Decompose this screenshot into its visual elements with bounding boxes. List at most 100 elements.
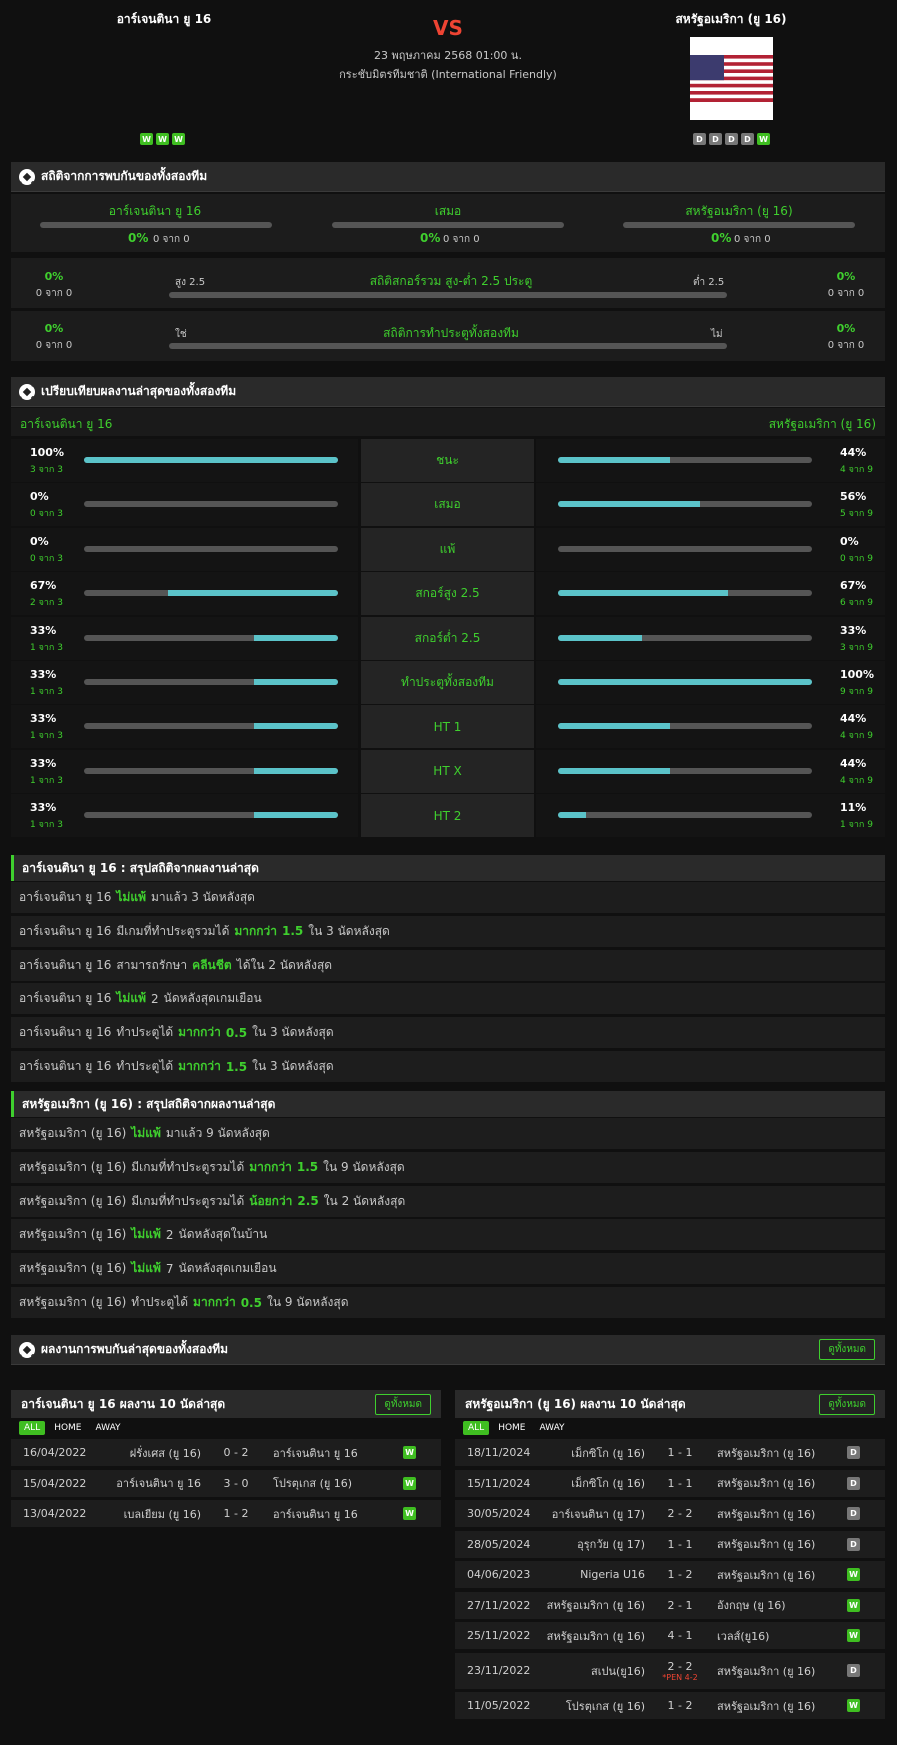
btts-right-pct: 0% bbox=[836, 322, 856, 335]
left-bar-fill bbox=[254, 767, 338, 774]
match-away-team[interactable]: สหรัฐอเมริกา (ยู 16) bbox=[717, 1507, 816, 1521]
match-row[interactable]: 30/05/2024 อาร์เจนตินา (ยู 17) 2 - 2 สหรัฐอ… bbox=[455, 1500, 885, 1527]
match-row[interactable]: 25/11/2022 สหรัฐอเมริกา (ยู 16) 4 - 1 เวลส์… bbox=[455, 1622, 885, 1649]
match-row[interactable]: 18/11/2024 เม็กซิโก (ยู 16) 1 - 1 สหรัฐอเมร… bbox=[455, 1439, 885, 1466]
match-row[interactable]: 13/04/2022 เบลเยียม (ยู 16) 1 - 2 อาร์เจนติ… bbox=[11, 1500, 441, 1527]
tab-away[interactable]: AWAY bbox=[95, 1423, 121, 1433]
compare-label: ชนะ bbox=[361, 439, 534, 482]
match-away-team[interactable]: สหรัฐอเมริกา (ยู 16) bbox=[717, 1568, 816, 1582]
tab-all[interactable]: ALL bbox=[19, 1421, 46, 1435]
form-badge: W bbox=[140, 133, 153, 145]
compare-right-cell: 44% 4 จาก 9 bbox=[536, 439, 885, 482]
h2h-view-all-button[interactable]: ดูทั้งหมด bbox=[819, 1339, 875, 1360]
left-of: 0 จาก 3 bbox=[30, 509, 63, 520]
right-bar bbox=[558, 812, 812, 819]
match-datetime: 23 พฤษภาคม 2568 01:00 น. bbox=[374, 49, 522, 62]
btts-title: สถิติการทำประตูทั้งสองทีม bbox=[383, 326, 519, 340]
result-badge: W bbox=[403, 1446, 416, 1459]
match-away-team[interactable]: สหรัฐอเมริกา (ยู 16) bbox=[717, 1699, 816, 1713]
tab-all[interactable]: ALL bbox=[463, 1421, 490, 1435]
result-badge: W bbox=[847, 1699, 860, 1712]
summary-text: ได้ใน 2 นัดหลังสุด bbox=[236, 957, 333, 972]
match-away-team[interactable]: สหรัฐอเมริกา (ยู 16) bbox=[717, 1664, 816, 1678]
right-bar bbox=[558, 545, 812, 552]
match-row[interactable]: 11/05/2022 โปรตุเกส (ยู 16) 1 - 2 สหรัฐอเมร… bbox=[455, 1692, 885, 1719]
match-away-team[interactable]: โปรตุเกส (ยู 16) bbox=[273, 1477, 353, 1490]
match-header: อาร์เจนตินา ยู 16 VS 23 พฤษภาคม 2568 01:… bbox=[0, 0, 897, 150]
right-of: 1 จาก 9 bbox=[840, 820, 873, 831]
compare-right-cell: 56% 5 จาก 9 bbox=[536, 483, 885, 527]
match-row[interactable]: 15/11/2024 เม็กซิโก (ยู 16) 1 - 1 สหรัฐอเมร… bbox=[455, 1469, 885, 1497]
home-view-all-button[interactable]: ดูทั้งหมด bbox=[375, 1394, 431, 1415]
summary-text: 2 bbox=[165, 1227, 174, 1242]
match-away-team[interactable]: อาร์เจนตินา ยู 16 bbox=[273, 1507, 358, 1521]
match-home-team[interactable]: อุรุกวัย (ยู 17) bbox=[577, 1538, 645, 1551]
match-home-team[interactable]: เบลเยียม (ยู 16) bbox=[123, 1507, 201, 1521]
tab-home[interactable]: HOME bbox=[54, 1423, 82, 1433]
compare-header: เปรียบเทียบผลงานล่าสุดของทั้งสองทีม bbox=[11, 377, 885, 407]
away-team-flag bbox=[690, 37, 773, 120]
ou-right-pct: 0% bbox=[836, 270, 856, 283]
match-away-team[interactable]: เวลส์(ยู16) bbox=[717, 1629, 770, 1643]
highlight-text: ไม่แพ้ bbox=[116, 991, 146, 1006]
right-of: 6 จาก 9 bbox=[840, 598, 873, 609]
left-of: 1 จาก 3 bbox=[30, 642, 63, 653]
match-home-team[interactable]: Nigeria U16 bbox=[580, 1568, 645, 1581]
right-bar-fill bbox=[558, 634, 642, 641]
compare-label: เสมอ bbox=[361, 483, 534, 527]
match-home-team[interactable]: เม็กซิโก (ยู 16) bbox=[571, 1446, 645, 1460]
competition-name[interactable]: กระชับมิตรทีมชาติ (International Friendl… bbox=[339, 68, 557, 81]
away-view-all-button[interactable]: ดูทั้งหมด bbox=[819, 1394, 875, 1415]
btts-yes-label: ใช่ bbox=[175, 329, 187, 340]
h2h-result-panel: อาร์เจนตินา ยู 16 0% 0 จาก 0 เสมอ 0% 0 จ… bbox=[11, 194, 885, 252]
summary-row: อาร์เจนตินา ยู 16 ทำประตูได้ มากกว่า 1.5 ใน … bbox=[11, 1051, 885, 1082]
match-score-cell: 3 - 0 bbox=[211, 1470, 261, 1497]
match-row[interactable]: 28/05/2024 อุรุกวัย (ยู 17) 1 - 1 สหรัฐอเมร… bbox=[455, 1530, 885, 1558]
match-home-team[interactable]: อาร์เจนตินา (ยู 17) bbox=[551, 1507, 645, 1521]
match-away-team[interactable]: อาร์เจนตินา ยู 16 bbox=[273, 1446, 358, 1460]
summary-text: อาร์เจนตินา ยู 16 bbox=[19, 991, 112, 1006]
home-filter-tabs: ALL HOME AWAY bbox=[19, 1421, 126, 1435]
home-team-name[interactable]: อาร์เจนตินา ยู 16 bbox=[116, 12, 212, 26]
compare-label: HT 1 bbox=[361, 705, 534, 749]
result-badge: D bbox=[847, 1507, 860, 1520]
match-score-cell: 1 - 2 bbox=[655, 1561, 705, 1588]
match-home-team[interactable]: สหรัฐอเมริกา (ยู 16) bbox=[546, 1629, 645, 1643]
left-bar-fill bbox=[254, 679, 338, 685]
match-home-team[interactable]: อาร์เจนตินา ยู 16 bbox=[116, 1477, 201, 1490]
match-home-team[interactable]: สหรัฐอเมริกา (ยู 16) bbox=[546, 1599, 645, 1612]
match-away-team[interactable]: สหรัฐอเมริกา (ยู 16) bbox=[717, 1446, 816, 1460]
match-home-team[interactable]: โปรตุเกส (ยู 16) bbox=[565, 1699, 645, 1713]
right-pct: 67% bbox=[840, 579, 867, 593]
result-badge: D bbox=[847, 1664, 860, 1677]
match-row[interactable]: 27/11/2022 สหรัฐอเมริกา (ยู 16) 2 - 1 อังกฤ… bbox=[455, 1591, 885, 1619]
ou-under-label: ต่ำ 2.5 bbox=[693, 277, 725, 288]
summary-text: ใน 9 นัดหลังสุด bbox=[323, 1159, 405, 1174]
away-team-name[interactable]: สหรัฐอเมริกา (ยู 16) bbox=[675, 12, 787, 26]
tab-away[interactable]: AWAY bbox=[539, 1423, 565, 1433]
match-score: 4 - 1 bbox=[667, 1629, 693, 1642]
summary-row: สหรัฐอเมริกา (ยู 16) มีเกมที่ทำประตูรวมได… bbox=[11, 1151, 885, 1183]
summary-text: 7 bbox=[165, 1261, 174, 1276]
match-home-team[interactable]: เม็กซิโก (ยู 16) bbox=[571, 1477, 645, 1490]
right-bar-fill bbox=[558, 723, 670, 730]
match-away-team[interactable]: สหรัฐอเมริกา (ยู 16) bbox=[717, 1538, 816, 1551]
match-away-team[interactable]: อังกฤษ (ยู 16) bbox=[717, 1599, 786, 1612]
summary-text: สหรัฐอเมริกา (ยู 16) bbox=[19, 1261, 127, 1276]
tab-home[interactable]: HOME bbox=[498, 1423, 526, 1433]
right-of: 0 จาก 9 bbox=[840, 553, 873, 564]
match-away-team[interactable]: สหรัฐอเมริกา (ยู 16) bbox=[717, 1477, 816, 1490]
match-home-team[interactable]: สเปน(ยู16) bbox=[590, 1664, 645, 1678]
match-row[interactable]: 04/06/2023 Nigeria U16 1 - 2 สหรัฐอเมริกา (… bbox=[455, 1561, 885, 1588]
match-home-team[interactable]: ฝรั่งเศส (ยู 16) bbox=[129, 1446, 201, 1460]
right-of: 9 จาก 9 bbox=[840, 687, 873, 697]
compare-left-cell: 33% 1 จาก 3 bbox=[11, 705, 358, 749]
form-badge: D bbox=[709, 133, 722, 145]
compare-left-cell: 33% 1 จาก 3 bbox=[11, 616, 358, 660]
match-row[interactable]: 15/04/2022 อาร์เจนตินา ยู 16 3 - 0 โปรตุเกส… bbox=[11, 1469, 441, 1497]
compare-row: 33% 1 จาก 3 สกอร์ต่ำ 2.5 33% 3 จาก 9 bbox=[11, 616, 885, 660]
summary-row: สหรัฐอเมริกา (ยู 16) ทำประตูได้ มากกว่า 0.5… bbox=[11, 1287, 885, 1318]
left-bar bbox=[84, 767, 338, 774]
match-row[interactable]: 23/11/2022 สเปน(ยู16) 2 - 2 *PEN 4-2 สหรัฐอเ… bbox=[455, 1652, 885, 1689]
match-row[interactable]: 16/04/2022 ฝรั่งเศส (ยู 16) 0 - 2 อาร์เจนติ… bbox=[11, 1439, 441, 1466]
